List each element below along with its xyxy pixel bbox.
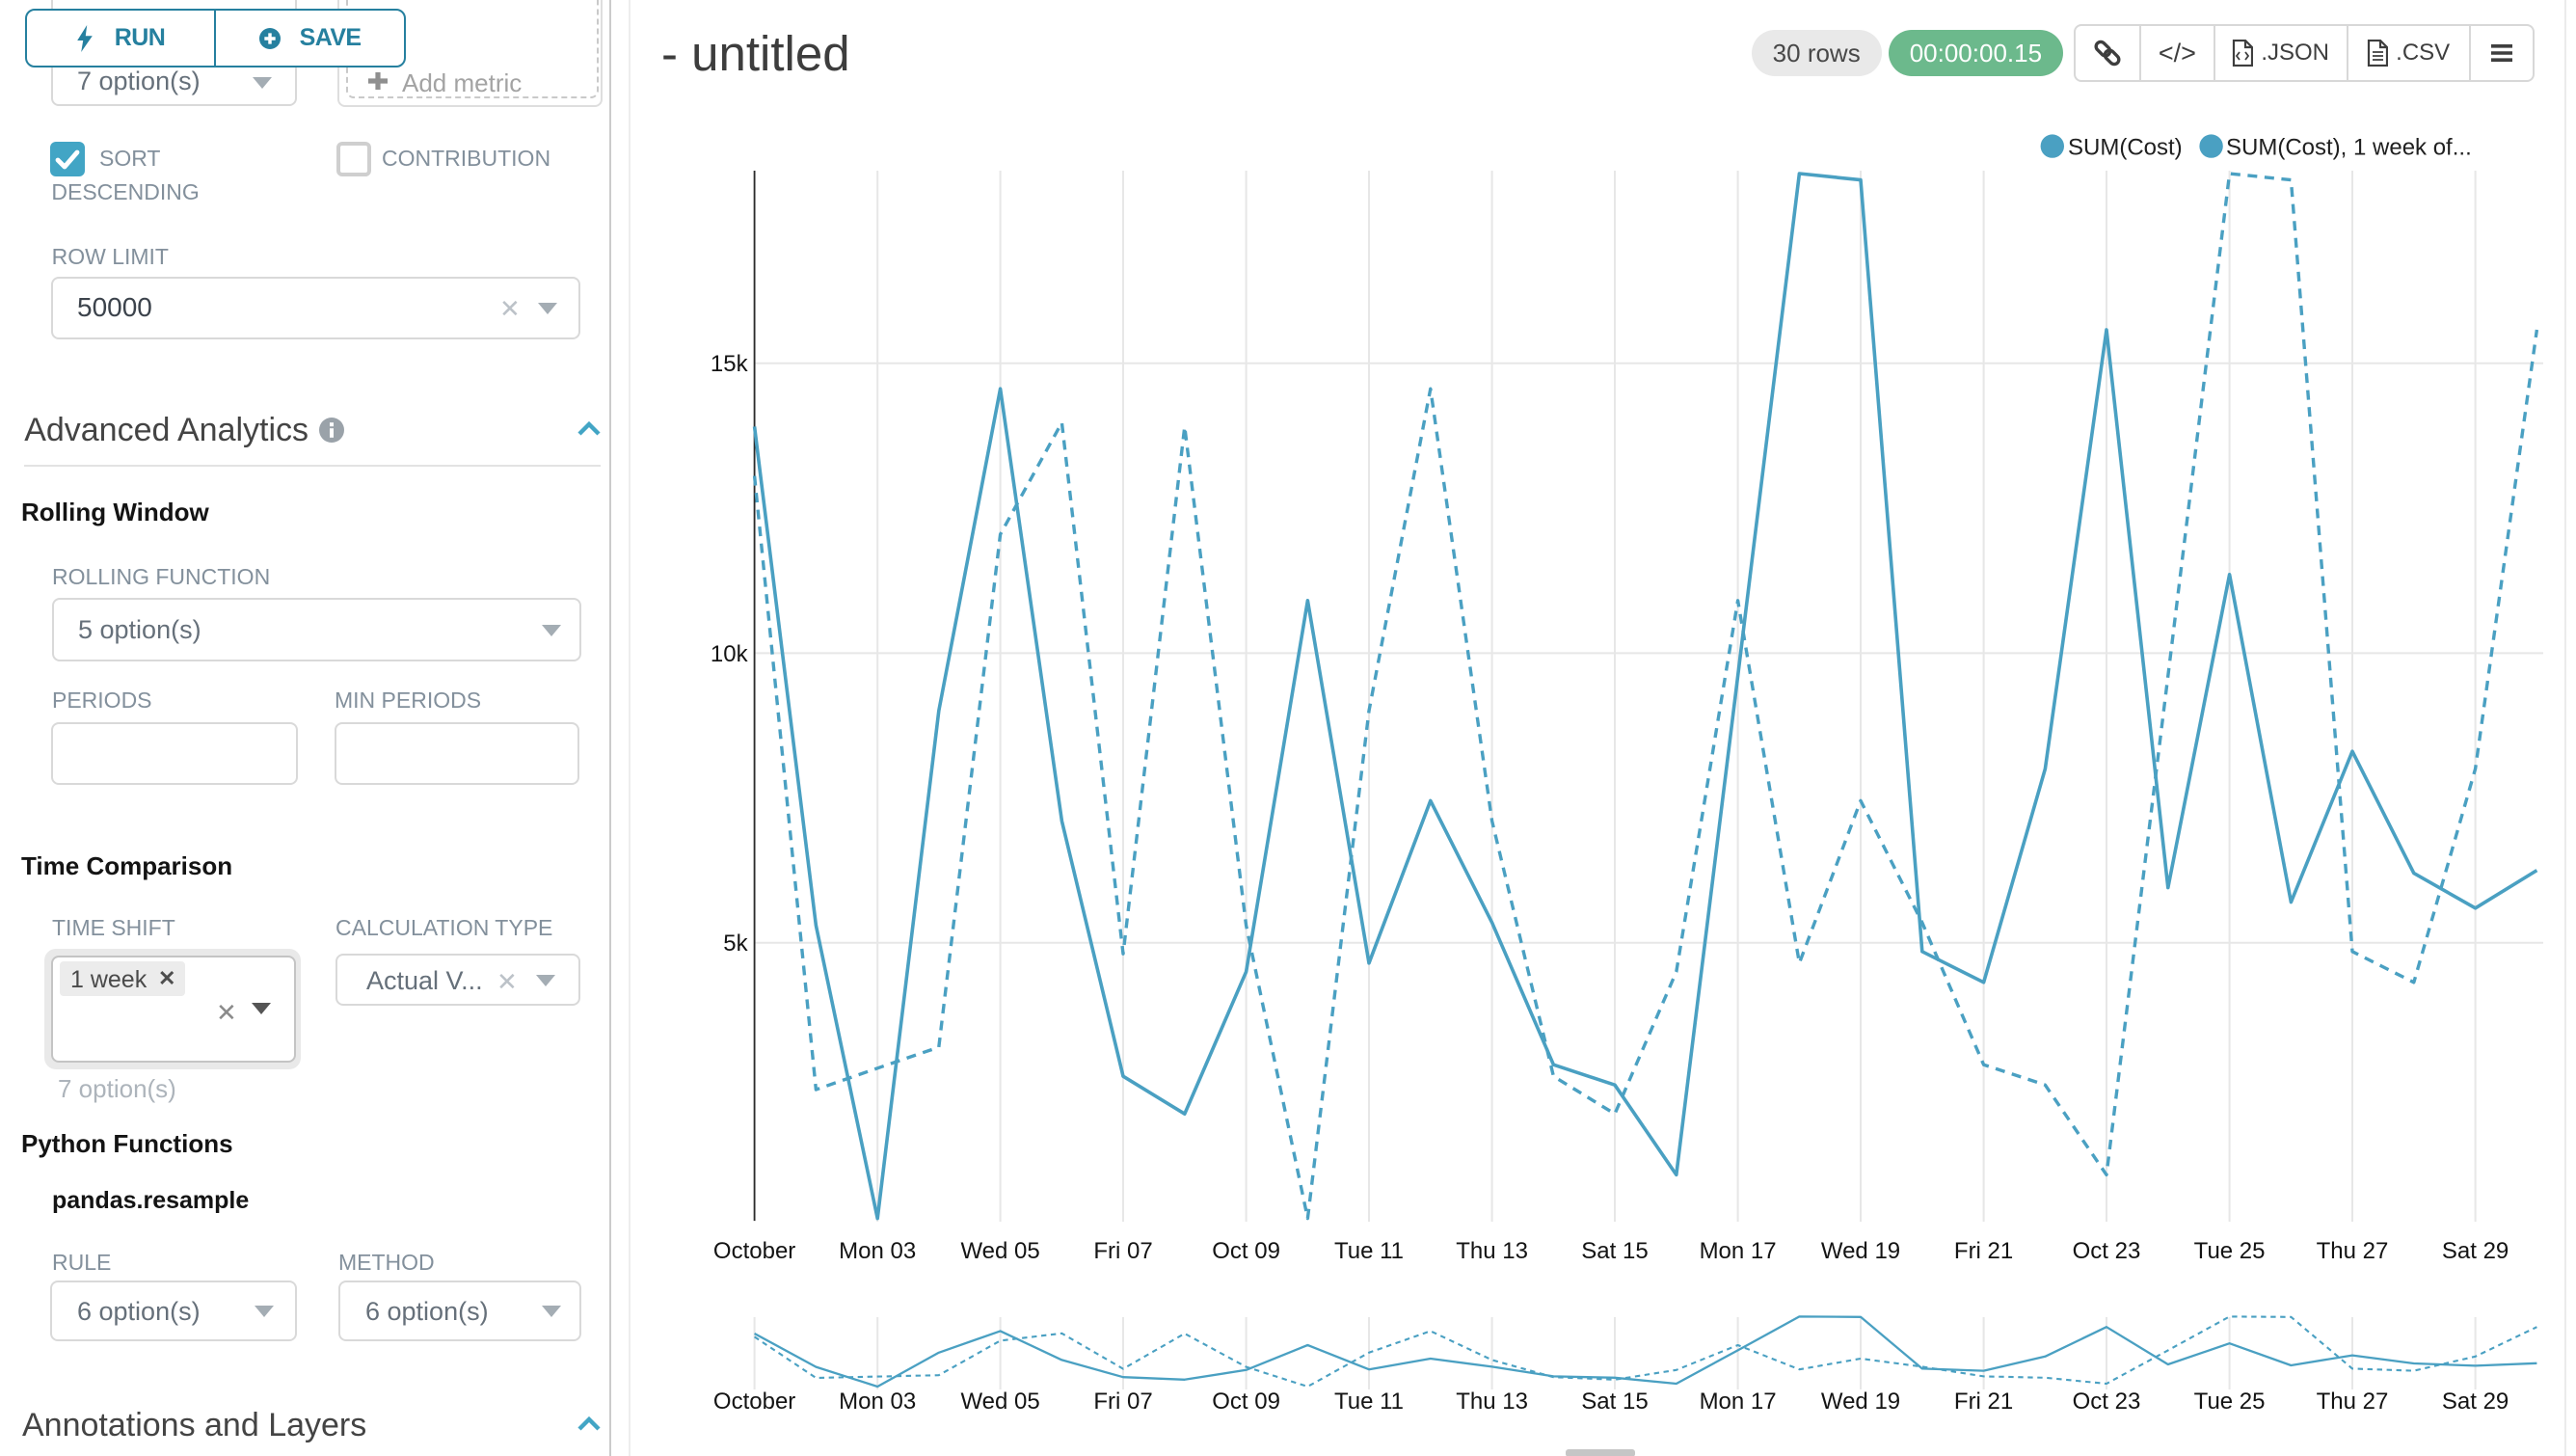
svg-text:Sat 29: Sat 29 xyxy=(2442,1238,2509,1264)
svg-text:15k: 15k xyxy=(711,351,749,377)
svg-text:Sat 29: Sat 29 xyxy=(2442,1389,2509,1415)
svg-text:Fri 21: Fri 21 xyxy=(1954,1389,2013,1415)
svg-text:Wed 19: Wed 19 xyxy=(1821,1389,1900,1415)
svg-text:October: October xyxy=(713,1238,795,1264)
svg-text:5k: 5k xyxy=(723,930,748,957)
svg-text:Tue 11: Tue 11 xyxy=(1334,1389,1404,1415)
svg-text:Oct 09: Oct 09 xyxy=(1212,1238,1280,1264)
svg-text:Fri 07: Fri 07 xyxy=(1093,1238,1152,1264)
svg-text:Wed 19: Wed 19 xyxy=(1821,1238,1900,1264)
svg-text:SUM(Cost), 1 week of...: SUM(Cost), 1 week of... xyxy=(2226,135,2472,161)
svg-text:10k: 10k xyxy=(711,641,749,667)
svg-text:Oct 23: Oct 23 xyxy=(2073,1238,2141,1264)
svg-text:October: October xyxy=(713,1389,795,1415)
svg-text:Thu 13: Thu 13 xyxy=(1456,1389,1528,1415)
svg-text:Wed 05: Wed 05 xyxy=(960,1389,1039,1415)
svg-text:Fri 21: Fri 21 xyxy=(1954,1238,2013,1264)
svg-text:SUM(Cost): SUM(Cost) xyxy=(2068,135,2183,161)
svg-text:Mon 17: Mon 17 xyxy=(1700,1389,1777,1415)
svg-text:Thu 13: Thu 13 xyxy=(1456,1238,1528,1264)
svg-text:Tue 25: Tue 25 xyxy=(2194,1238,2266,1264)
svg-text:Wed 05: Wed 05 xyxy=(960,1238,1039,1264)
svg-text:Thu 27: Thu 27 xyxy=(2317,1238,2389,1264)
svg-text:Thu 27: Thu 27 xyxy=(2317,1389,2389,1415)
svg-text:Mon 03: Mon 03 xyxy=(839,1389,916,1415)
svg-text:Mon 17: Mon 17 xyxy=(1700,1238,1777,1264)
svg-text:Oct 23: Oct 23 xyxy=(2073,1389,2141,1415)
svg-text:Oct 09: Oct 09 xyxy=(1212,1389,1280,1415)
svg-text:Mon 03: Mon 03 xyxy=(839,1238,916,1264)
svg-text:Sat 15: Sat 15 xyxy=(1581,1238,1648,1264)
svg-text:Fri 07: Fri 07 xyxy=(1093,1389,1152,1415)
svg-text:Sat 15: Sat 15 xyxy=(1581,1389,1648,1415)
svg-text:Tue 11: Tue 11 xyxy=(1334,1238,1404,1264)
svg-text:Tue 25: Tue 25 xyxy=(2194,1389,2266,1415)
